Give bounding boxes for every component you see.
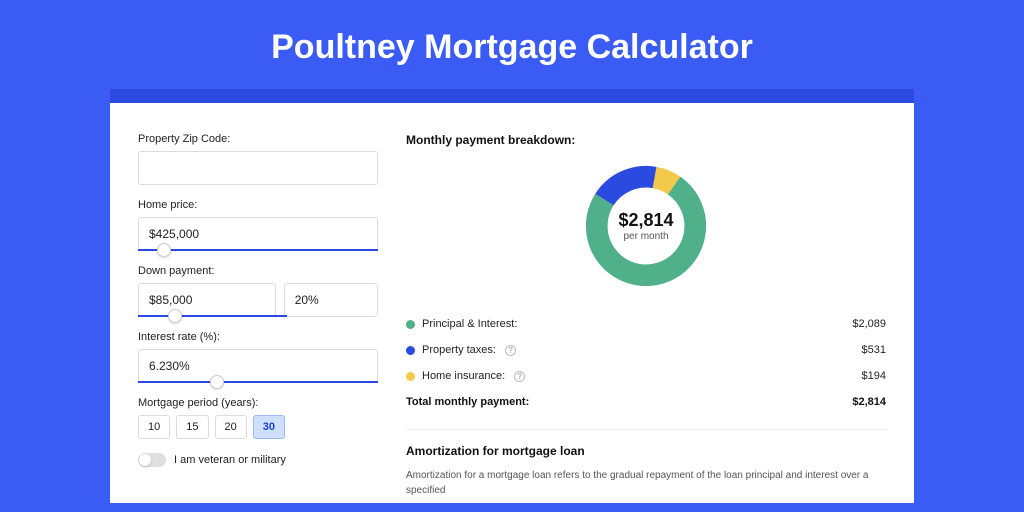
accent-band: Property Zip Code: Home price: Down paym…: [110, 89, 914, 503]
legend-label: Home insurance:: [422, 370, 505, 382]
legend-value: $531: [862, 344, 886, 356]
info-icon[interactable]: ?: [514, 371, 525, 382]
legend: Principal & Interest: $2,089 Property taxe…: [406, 311, 886, 389]
donut-amount: $2,814: [618, 210, 673, 231]
donut-chart-wrap: $2,814 per month: [406, 161, 886, 291]
period-option-30[interactable]: 30: [253, 415, 285, 439]
donut-sub: per month: [618, 231, 673, 242]
down-payment-slider[interactable]: [138, 315, 287, 317]
period-field-group: Mortgage period (years): 1015 2030: [138, 397, 378, 439]
legend-label: Property taxes:: [422, 344, 496, 356]
interest-input[interactable]: [138, 349, 378, 383]
info-icon[interactable]: ?: [505, 345, 516, 356]
period-options: 1015 2030: [138, 415, 378, 439]
home-price-label: Home price:: [138, 199, 378, 211]
legend-dot: [406, 346, 415, 355]
donut-chart: $2,814 per month: [581, 161, 711, 291]
zip-label: Property Zip Code:: [138, 133, 378, 145]
veteran-toggle-row: I am veteran or military: [138, 453, 378, 467]
donut-center: $2,814 per month: [618, 210, 673, 242]
interest-slider-thumb[interactable]: [210, 375, 224, 389]
home-price-slider-thumb[interactable]: [157, 243, 171, 257]
home-price-input[interactable]: [138, 217, 378, 251]
total-value: $2,814: [852, 396, 886, 408]
legend-value: $2,089: [852, 318, 886, 330]
legend-row: Principal & Interest: $2,089: [406, 311, 886, 337]
period-option-10[interactable]: 10: [138, 415, 170, 439]
down-payment-pct-input[interactable]: [284, 283, 378, 317]
period-option-20[interactable]: 20: [215, 415, 247, 439]
interest-slider[interactable]: [138, 381, 378, 383]
total-label: Total monthly payment:: [406, 396, 529, 408]
amortization-section: Amortization for mortgage loan Amortizat…: [406, 429, 886, 498]
breakdown-title: Monthly payment breakdown:: [406, 133, 886, 147]
legend-label: Principal & Interest:: [422, 318, 517, 330]
legend-dot: [406, 372, 415, 381]
zip-field-group: Property Zip Code:: [138, 133, 378, 185]
page-title: Poultney Mortgage Calculator: [0, 0, 1024, 89]
down-payment-label: Down payment:: [138, 265, 378, 277]
form-column: Property Zip Code: Home price: Down paym…: [138, 133, 378, 503]
period-label: Mortgage period (years):: [138, 397, 378, 409]
veteran-label: I am veteran or military: [174, 454, 286, 466]
home-price-field-group: Home price:: [138, 199, 378, 251]
down-payment-input[interactable]: [138, 283, 276, 317]
legend-row: Home insurance:? $194: [406, 363, 886, 389]
interest-field-group: Interest rate (%):: [138, 331, 378, 383]
legend-value: $194: [862, 370, 886, 382]
breakdown-column: Monthly payment breakdown: $2,814 per mo…: [406, 133, 886, 503]
amortization-title: Amortization for mortgage loan: [406, 444, 886, 458]
amortization-body: Amortization for a mortgage loan refers …: [406, 468, 886, 498]
period-option-15[interactable]: 15: [176, 415, 208, 439]
veteran-toggle[interactable]: [138, 453, 166, 467]
down-payment-field-group: Down payment:: [138, 265, 378, 317]
down-payment-slider-thumb[interactable]: [168, 309, 182, 323]
legend-row: Property taxes:? $531: [406, 337, 886, 363]
zip-input[interactable]: [138, 151, 378, 185]
total-row: Total monthly payment: $2,814: [406, 389, 886, 415]
calculator-card: Property Zip Code: Home price: Down paym…: [110, 103, 914, 503]
interest-label: Interest rate (%):: [138, 331, 378, 343]
legend-dot: [406, 320, 415, 329]
home-price-slider[interactable]: [138, 249, 378, 251]
